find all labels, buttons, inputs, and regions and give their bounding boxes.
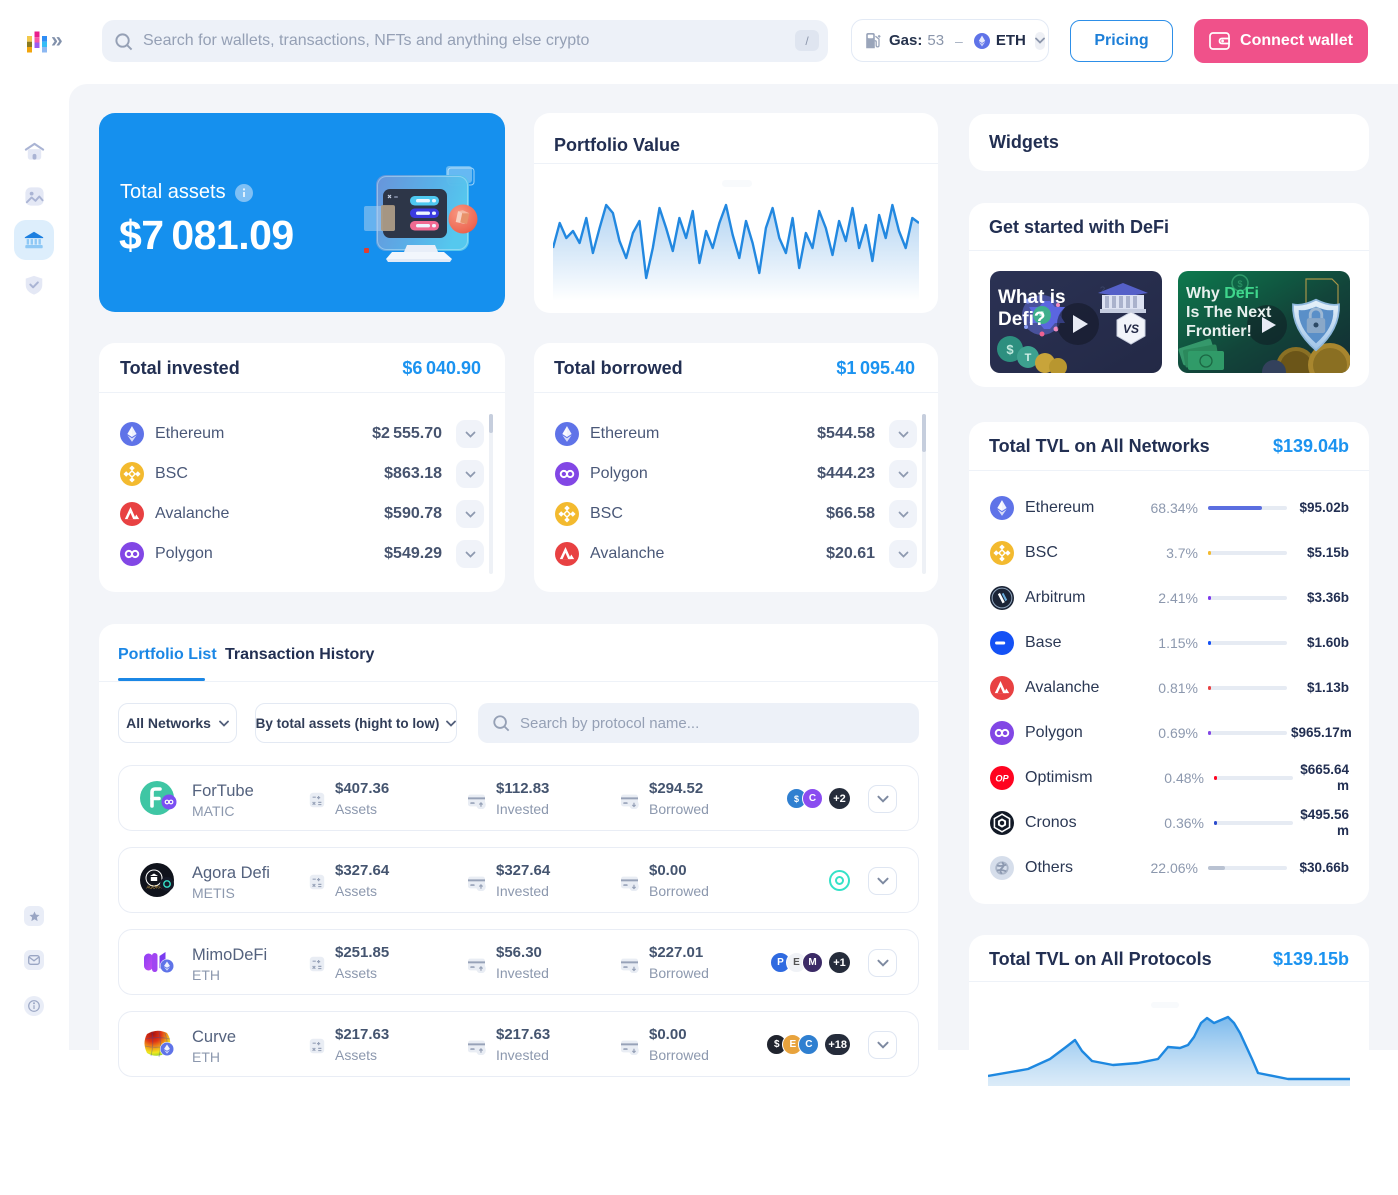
svg-text:Is The Next: Is The Next [1186,304,1272,321]
svg-text:AGORA: AGORA [146,885,161,890]
svg-text:OP: OP [995,774,1009,784]
svg-text:$: $ [1237,279,1242,289]
svg-text:Frontier!: Frontier! [1186,323,1252,340]
svg-text:What is: What is [998,287,1066,308]
svg-text:VS: VS [1123,322,1139,336]
svg-text:Why DeFi: Why DeFi [1186,285,1259,302]
svg-text:Defi?: Defi? [998,309,1046,330]
svg-text:T: T [1025,352,1032,364]
svg-text:?: ? [1100,285,1105,295]
svg-text:$: $ [1006,342,1014,357]
